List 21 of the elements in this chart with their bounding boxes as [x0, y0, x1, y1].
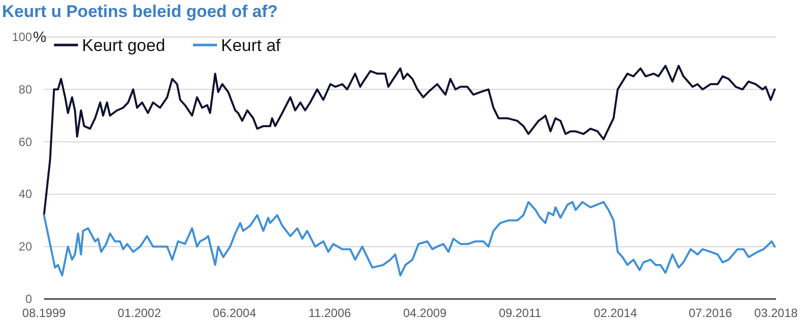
- line-series: [43, 64, 776, 216]
- chart-title: Keurt u Poetins beleid goed of af?: [2, 2, 278, 21]
- x-tick-label: 04.2009: [403, 306, 447, 320]
- line-series: [43, 201, 776, 276]
- y-tick-label: 0: [25, 292, 32, 306]
- x-tick-label: 11.2006: [308, 306, 352, 320]
- y-tick-label: 40: [18, 187, 32, 202]
- y-tick-label: 60: [18, 134, 32, 149]
- x-tick-label: 06.2004: [212, 306, 256, 320]
- y-tick-label: 80: [18, 82, 32, 96]
- x-tick-label: 08.1999: [22, 306, 66, 320]
- x-tick-label: 01.2002: [118, 306, 162, 320]
- y-axis-title: %: [33, 29, 46, 46]
- legend-label: Keurt af: [221, 36, 281, 55]
- x-tick-label: 02.2014: [594, 306, 638, 320]
- y-tick-label: 20: [18, 240, 32, 254]
- x-tick-label: 03.2018: [754, 306, 798, 320]
- y-tick-label: 100: [12, 30, 32, 44]
- x-tick-label: 07.2016: [688, 306, 732, 320]
- legend-label: Keurt goed: [82, 36, 166, 55]
- x-tick-label: 09.2011: [498, 306, 542, 320]
